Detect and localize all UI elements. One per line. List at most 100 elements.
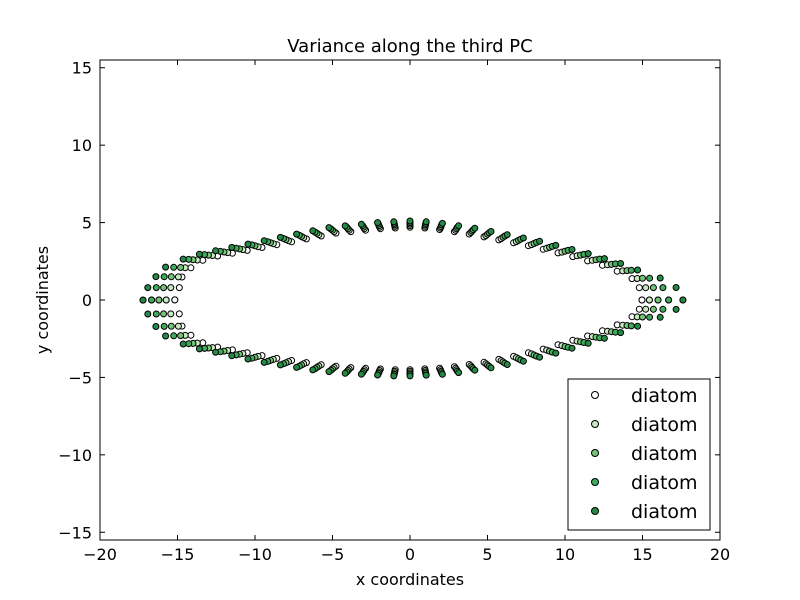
data-point — [174, 322, 182, 330]
data-point — [584, 339, 592, 347]
legend-marker — [591, 449, 599, 457]
legend: diatom diatom diatom diatom diatom — [567, 378, 711, 531]
data-point — [659, 284, 667, 292]
data-point — [152, 284, 160, 292]
data-point — [357, 370, 365, 378]
x-tick-label: −5 — [321, 545, 345, 564]
data-point — [390, 218, 398, 226]
data-point — [646, 274, 654, 282]
data-point — [519, 357, 527, 365]
data-point — [634, 266, 642, 274]
data-point — [656, 274, 664, 282]
y-tick-label: −15 — [58, 523, 92, 542]
data-point — [167, 284, 175, 292]
data-point — [672, 305, 680, 313]
data-point — [325, 368, 333, 376]
data-point — [471, 224, 479, 232]
data-point — [649, 305, 657, 313]
data-point — [634, 322, 642, 330]
data-point — [293, 363, 301, 371]
data-point — [374, 371, 382, 379]
data-point — [170, 332, 178, 340]
x-tick-label: 0 — [405, 545, 415, 564]
legend-label: diatom — [631, 501, 698, 523]
legend-label: diatom — [631, 443, 698, 465]
data-point — [160, 284, 168, 292]
data-point — [341, 369, 349, 377]
data-point — [471, 366, 479, 374]
data-point — [212, 348, 220, 356]
data-point — [390, 372, 398, 380]
data-point — [155, 296, 163, 304]
y-axis-label: y coordinates — [33, 246, 52, 354]
data-point — [160, 310, 168, 318]
data-point — [195, 250, 203, 258]
data-point — [293, 230, 301, 238]
data-point — [139, 296, 147, 304]
data-point — [659, 305, 667, 313]
y-tick-label: 0 — [82, 291, 92, 310]
data-point — [672, 284, 680, 291]
data-point — [649, 284, 657, 292]
x-axis-label: x coordinates — [356, 570, 464, 589]
data-point — [244, 240, 252, 248]
data-point — [455, 222, 463, 230]
x-tick-label: −15 — [161, 545, 195, 564]
data-points — [139, 217, 687, 380]
data-point — [519, 234, 527, 242]
legend-label: diatom — [631, 385, 698, 407]
y-tick-label: 5 — [82, 214, 92, 233]
y-tick-label: −5 — [68, 368, 92, 387]
legend-item: diatom — [591, 501, 698, 523]
legend-marker — [591, 507, 599, 515]
data-point — [162, 296, 170, 304]
data-point — [177, 332, 185, 340]
data-point — [179, 255, 187, 263]
data-point — [260, 237, 268, 245]
legend-marker — [591, 478, 599, 486]
data-point — [167, 310, 175, 318]
data-point — [162, 263, 170, 271]
data-point — [617, 260, 625, 267]
data-point — [357, 220, 365, 228]
data-point — [152, 310, 160, 318]
data-point — [341, 222, 349, 230]
data-point — [171, 296, 179, 304]
data-point — [600, 255, 608, 263]
legend-label: diatom — [631, 472, 698, 494]
data-point — [665, 296, 673, 304]
legend-item: diatom — [591, 443, 698, 465]
axes: −20 −15 −10 −5 0 5 10 15 20 −15 −10 −5 0 5 10 15 — [58, 59, 730, 564]
y-tick-label: −10 — [58, 446, 92, 465]
legend-marker — [591, 391, 599, 399]
data-point — [422, 371, 430, 379]
data-point — [148, 296, 156, 304]
data-point — [309, 227, 317, 235]
data-point — [152, 323, 160, 330]
data-point — [639, 313, 646, 321]
data-point — [536, 237, 544, 245]
data-point — [144, 310, 152, 318]
data-point — [645, 296, 653, 304]
x-tick-label: 5 — [482, 545, 492, 564]
data-point — [175, 310, 183, 318]
data-point — [635, 305, 643, 313]
x-tick-label: 10 — [555, 545, 575, 564]
data-point — [635, 284, 643, 292]
data-point — [325, 224, 333, 232]
data-point — [617, 329, 625, 337]
legend-item: diatom — [591, 414, 698, 436]
data-point — [179, 340, 187, 348]
data-point — [642, 284, 650, 292]
legend-marker — [591, 420, 599, 428]
data-point — [438, 219, 446, 227]
data-point — [175, 284, 183, 292]
data-point — [160, 273, 168, 281]
x-tick-label: 20 — [710, 545, 730, 564]
data-point — [438, 370, 446, 378]
data-point — [503, 231, 511, 239]
data-point — [276, 233, 284, 241]
data-point — [228, 243, 236, 251]
data-point — [167, 273, 175, 281]
